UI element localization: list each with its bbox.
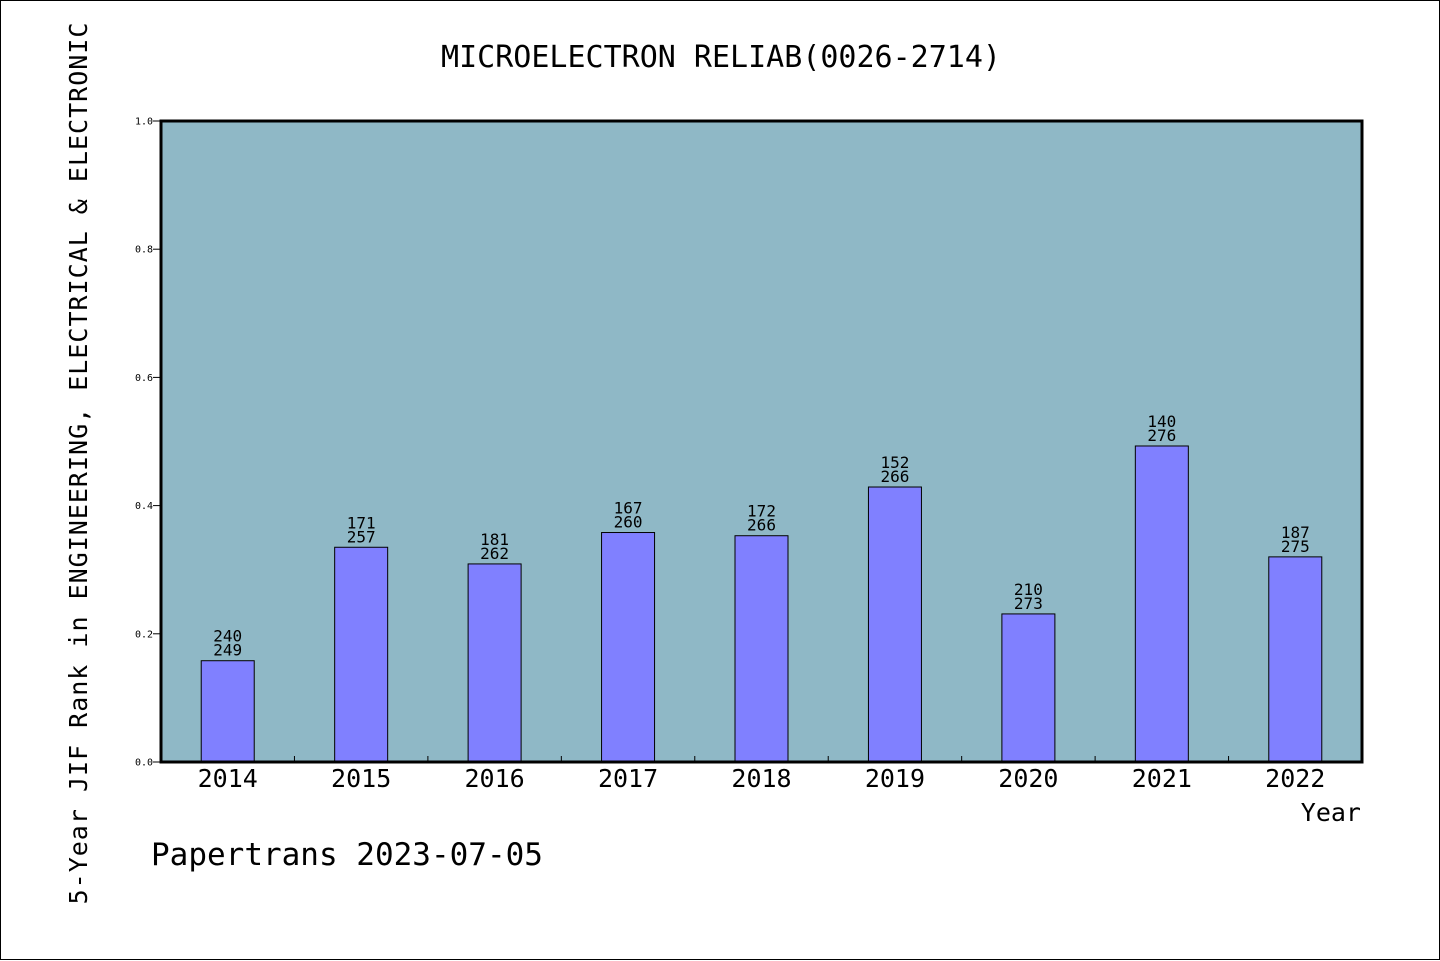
bar-label-bottom: 249: [213, 641, 242, 660]
bar-label-top: 187: [1281, 523, 1310, 542]
bar: [1268, 556, 1323, 763]
x-tick-label: 2022: [1265, 764, 1325, 793]
bar-label-bottom: 276: [1147, 426, 1176, 445]
bar: [334, 546, 389, 763]
plot-border: [159, 119, 1364, 764]
bar-label-top: 172: [747, 502, 776, 521]
bar-label-bottom: 257: [347, 527, 376, 546]
x-tick-label: 2017: [598, 764, 658, 793]
x-tick-label: 2016: [465, 764, 525, 793]
bar-label-top: 152: [880, 453, 909, 472]
y-tick-label: 0.0: [135, 758, 153, 769]
chart-title: MICROELECTRON RELIAB(0026-2714): [441, 40, 1001, 75]
bar-label-top: 171: [347, 513, 376, 532]
y-tick-label: 0.6: [135, 373, 153, 384]
bar-label-bottom: 262: [480, 544, 509, 563]
bar: [200, 660, 255, 763]
x-tick-label: 2014: [198, 764, 258, 793]
y-tick-label: 0.2: [135, 629, 153, 640]
bar-label-bottom: 266: [747, 516, 776, 535]
footer-credit: Papertrans 2023-07-05: [151, 837, 543, 873]
bar-label-top: 210: [1014, 580, 1043, 599]
x-tick-label: 2018: [731, 764, 791, 793]
x-tick-label: 2020: [998, 764, 1058, 793]
bar-label-top: 167: [614, 499, 643, 518]
y-axis-label: 5-Year JIF Rank in ENGINEERING, ELECTRIC…: [64, 22, 93, 905]
bar-label-bottom: 273: [1014, 594, 1043, 613]
bar: [867, 486, 922, 763]
x-axis-ticks: 2014 2015 2016 2017 2018 2019 2020 2021 2022: [198, 756, 1325, 793]
x-tick-label: 2015: [331, 764, 391, 793]
y-tick-label: 0.8: [135, 245, 153, 256]
x-tick-label: 2019: [865, 764, 925, 793]
bar: [734, 535, 789, 763]
bar-label-top: 140: [1147, 412, 1176, 431]
bar: [1134, 445, 1189, 763]
x-axis-label: Year: [1301, 798, 1361, 827]
bar-label-bottom: 275: [1281, 537, 1310, 556]
bar: [467, 563, 522, 763]
x-tick-label: 2021: [1132, 764, 1192, 793]
y-tick-label: 0.4: [135, 501, 153, 512]
bar-label-top: 181: [480, 530, 509, 549]
bar-label-top: 240: [213, 627, 242, 646]
y-axis-ticks: 0.0 0.2 0.4 0.6 0.8 1.0: [135, 117, 161, 769]
bar-label-bottom: 266: [880, 467, 909, 486]
bar: [1001, 613, 1056, 763]
bar-label-bottom: 260: [614, 513, 643, 532]
y-tick-label: 1.0: [135, 117, 153, 128]
bar: [601, 532, 656, 763]
